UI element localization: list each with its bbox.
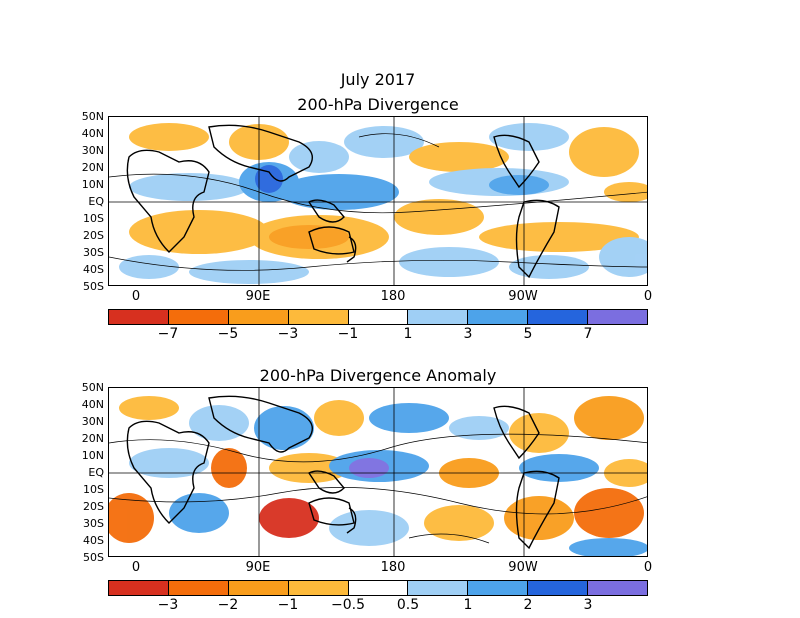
colorbar-swatch	[168, 581, 229, 595]
colorbar-label: −0.5	[331, 597, 365, 613]
colorbar-label: 7	[583, 326, 593, 342]
colorbar-label: 3	[583, 597, 593, 613]
colorbar-swatch	[528, 310, 589, 324]
colorbar-swatch	[468, 310, 529, 324]
lat-label: 40N	[81, 127, 104, 140]
lon-label: 180	[380, 560, 406, 575]
colorbar-label: −1	[337, 326, 359, 342]
colorbar-label: −5	[217, 326, 239, 342]
colorbar-label: −7	[157, 326, 179, 342]
colorbar-label: −2	[217, 597, 239, 613]
lat-label: 50S	[83, 551, 104, 564]
lon-label: 90W	[508, 560, 538, 575]
colorbar-swatch	[528, 581, 589, 595]
colorbar-swatch	[408, 581, 469, 595]
colorbar-label: −3	[277, 326, 299, 342]
lat-label: EQ	[88, 466, 104, 479]
lat-label: 30N	[81, 415, 104, 428]
lat-label: 10S	[83, 212, 104, 225]
lat-label: 20S	[83, 229, 104, 242]
panel1-title: 200-hPa Divergence	[297, 95, 459, 114]
lat-label: 50N	[81, 381, 104, 394]
panel1-colorbar	[108, 309, 648, 325]
panel1-map	[108, 116, 648, 286]
lon-label: 0	[131, 560, 141, 575]
lon-label: 180	[380, 289, 406, 304]
lat-label: 10N	[81, 178, 104, 191]
anomaly-map-svg	[109, 388, 647, 556]
colorbar-swatch	[228, 581, 289, 595]
lat-label: 30S	[83, 517, 104, 530]
figure-title: July 2017	[340, 70, 416, 89]
lat-label: 20N	[81, 432, 104, 445]
lon-label: 90E	[245, 289, 271, 304]
colorbar-swatch	[348, 581, 409, 595]
lat-label: EQ	[88, 195, 104, 208]
lon-label: 90W	[508, 289, 538, 304]
panel2-title: 200-hPa Divergence Anomaly	[259, 366, 497, 385]
divergence-map-svg	[109, 117, 647, 285]
colorbar-swatch	[109, 310, 169, 324]
colorbar-swatch	[109, 581, 169, 595]
colorbar-swatch	[288, 310, 349, 324]
colorbar-swatch	[588, 310, 648, 324]
colorbar-swatch	[288, 581, 349, 595]
lon-label: 0	[643, 560, 653, 575]
lat-label: 50N	[81, 110, 104, 123]
lat-label: 20N	[81, 161, 104, 174]
lat-label: 40S	[83, 263, 104, 276]
lat-label: 50S	[83, 280, 104, 293]
colorbar-label: 1	[463, 597, 473, 613]
panel2-map	[108, 387, 648, 557]
colorbar-label: −1	[277, 597, 299, 613]
colorbar-label: 0.5	[396, 597, 420, 613]
lat-label: 30N	[81, 144, 104, 157]
lat-label: 30S	[83, 246, 104, 259]
lat-label: 40N	[81, 398, 104, 411]
colorbar-swatch	[588, 581, 648, 595]
lon-label: 0	[131, 289, 141, 304]
panel2-colorbar	[108, 580, 648, 596]
colorbar-label: −3	[157, 597, 179, 613]
colorbar-label: 5	[523, 326, 533, 342]
colorbar-swatch	[468, 581, 529, 595]
lat-label: 10S	[83, 483, 104, 496]
colorbar-label: 3	[463, 326, 473, 342]
colorbar-label: 1	[403, 326, 413, 342]
lon-label: 0	[643, 289, 653, 304]
lat-label: 10N	[81, 449, 104, 462]
colorbar-swatch	[228, 310, 289, 324]
colorbar-swatch	[168, 310, 229, 324]
colorbar-swatch	[408, 310, 469, 324]
lat-label: 20S	[83, 500, 104, 513]
lon-label: 90E	[245, 560, 271, 575]
colorbar-swatch	[348, 310, 409, 324]
colorbar-label: 2	[523, 597, 533, 613]
lat-label: 40S	[83, 534, 104, 547]
